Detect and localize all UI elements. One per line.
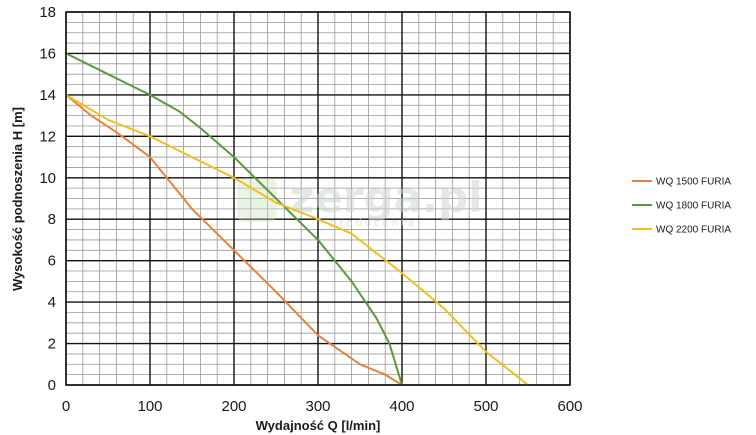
series-layer: [65, 52, 529, 386]
y-tick-label: 12: [39, 128, 56, 145]
x-tick-label: 200: [221, 398, 246, 415]
series-line-1: [65, 94, 403, 386]
y-tick-label: 10: [39, 170, 56, 187]
legend: WQ 1500 FURIA WQ 1800 FURIA WQ 2200 FURIA: [632, 177, 731, 236]
y-tick-label: 0: [48, 377, 56, 394]
y-tick-label: 14: [39, 87, 56, 104]
legend-label: WQ 2200 FURIA: [656, 225, 731, 236]
plot-frame: [65, 11, 571, 386]
y-tick-label: 2: [48, 336, 56, 353]
y-tick-label: 8: [48, 211, 56, 228]
y-tick-label: 4: [48, 294, 56, 311]
series-line-2: [65, 52, 403, 386]
x-tick-label: 500: [473, 398, 498, 415]
x-tick-label: 100: [137, 398, 162, 415]
legend-label: WQ 1800 FURIA: [656, 201, 731, 212]
y-tick-label: 6: [48, 253, 56, 270]
x-axis-label: Wydajność Q [l/min]: [256, 418, 381, 433]
watermark-text: zerga.pl: [290, 173, 482, 222]
y-tick-label: 16: [39, 45, 56, 62]
y-axis-ticks: 0 2 4 6 8 10 12 14 16 18: [39, 4, 56, 394]
legend-label: WQ 1500 FURIA: [656, 177, 731, 188]
x-tick-label: 300: [305, 398, 330, 415]
series-line-3: [65, 94, 529, 386]
y-tick-label: 18: [39, 4, 56, 21]
y-axis-label: Wysokość podnoszenia H [m]: [10, 107, 25, 291]
x-tick-label: 0: [62, 398, 70, 415]
watermark-subtext: producenta: [330, 218, 417, 229]
x-tick-label: 400: [389, 398, 414, 415]
x-axis-ticks: 0 100 200 300 400 500 600: [62, 398, 583, 415]
x-tick-label: 600: [557, 398, 582, 415]
watermark: zerga.pl producenta: [237, 173, 482, 229]
